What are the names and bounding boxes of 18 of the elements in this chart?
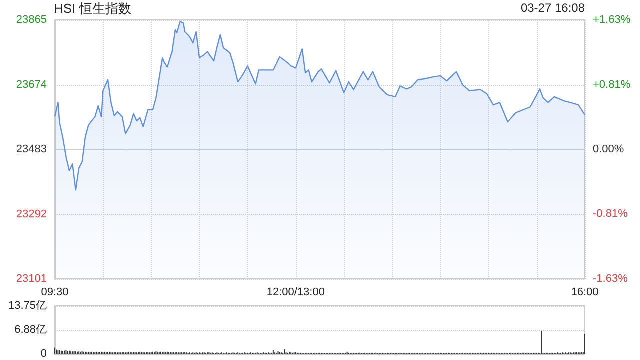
y-tick-label: 23292 [16, 208, 47, 220]
y2-tick-label: +1.63% [593, 14, 631, 26]
y-tick-label: 0 [40, 348, 47, 360]
y2-tick-label: +0.81% [593, 79, 631, 92]
y-tick-label: 23865 [16, 14, 47, 26]
y-tick-label: 23674 [16, 78, 47, 91]
x-tick-label: 12:00/13:00 [266, 286, 325, 298]
y-tick-label: 13.75亿 [8, 300, 47, 312]
text: 03-27 16:08 [520, 1, 586, 15]
x-tick-label: 09:30 [41, 286, 69, 298]
x-tick-label: 16:00 [571, 286, 599, 298]
y-tick-label: 23483 [16, 144, 47, 156]
chart-title: HSI 恒生指数 [54, 1, 132, 16]
y-tick-label: 6.88亿 [14, 324, 47, 336]
y2-tick-label: -0.81% [593, 208, 628, 220]
y-tick-label: 23101 [16, 273, 47, 285]
y2-tick-label: 0.00% [593, 144, 624, 156]
y2-tick-label: -1.63% [593, 273, 628, 285]
